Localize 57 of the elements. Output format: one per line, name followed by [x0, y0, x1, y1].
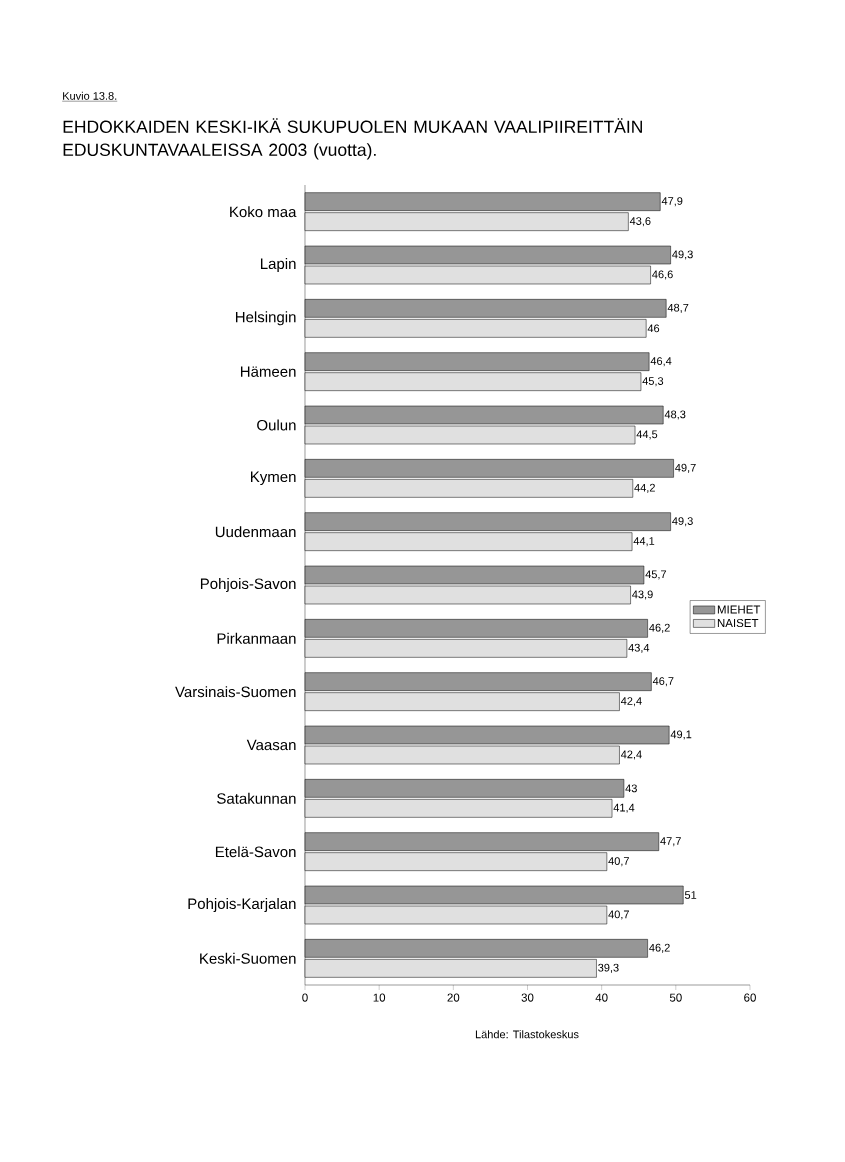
data-label: 48,7	[667, 303, 689, 313]
x-tick-label: 0	[302, 993, 308, 1002]
data-label: 49,3	[672, 517, 693, 527]
data-label: 46,2	[649, 623, 670, 633]
legend-label: MIEHET	[717, 605, 761, 614]
data-label: 43,4	[628, 643, 650, 653]
y-tick-label: Varsinais-Suomen	[175, 686, 296, 698]
data-label: 46	[647, 324, 660, 333]
x-tick-label: 30	[521, 993, 534, 1002]
y-tick-label: Satakunnan	[217, 792, 296, 804]
data-label: 40,7	[608, 910, 629, 920]
x-tick-label: 20	[447, 993, 460, 1002]
text: Lähde: Tilastokeskus	[475, 1030, 579, 1039]
data-label: 46,4	[650, 357, 672, 367]
y-tick-label: Oulun	[257, 419, 296, 431]
data-label: 41,4	[613, 803, 635, 813]
y-tick-label: Keski-Suomen	[200, 952, 296, 964]
y-tick-label: Koko maa	[230, 206, 297, 218]
data-label: 48,3	[664, 410, 686, 420]
legend-label: NAISET	[717, 618, 759, 628]
data-label: 45,7	[645, 570, 667, 580]
data-label: 46,7	[652, 677, 674, 687]
x-tick-label: 60	[744, 993, 756, 1002]
y-tick-label: Vaasan	[246, 739, 296, 751]
data-label: 43,6	[629, 217, 651, 227]
y-tick-label: Pirkanmaan	[217, 632, 296, 644]
y-tick-label: Uudenmaan	[215, 526, 296, 538]
x-tick-label: 40	[595, 993, 608, 1002]
data-label: 42,4	[620, 697, 642, 707]
y-tick-label: Helsingin	[235, 311, 296, 326]
data-label: 43,9	[632, 590, 653, 600]
data-label: 40,7	[608, 857, 629, 867]
data-label: 45,3	[642, 377, 664, 387]
y-tick-label: Lapin	[260, 258, 296, 272]
data-label: 51	[684, 891, 697, 899]
chart-title: EHDOKKAIDEN KESKI-IKÄ SUKUPUOLEN MUKAAN VAALIPIIREITTÄIN EDUSKUNTAVAALEISSA 2003 (vuotta).	[63, 118, 642, 160]
data-label: 44,2	[634, 483, 655, 493]
data-label: 49,7	[675, 463, 696, 473]
data-label: 49,1	[670, 730, 692, 740]
data-label: 42,4	[620, 750, 642, 760]
y-tick-label: Pohjois-Karjalan	[188, 898, 296, 912]
data-label: 47,9	[661, 197, 683, 207]
data-label: 46,2	[649, 943, 670, 953]
data-label: 47,7	[660, 837, 681, 847]
data-label: 44,1	[633, 537, 655, 547]
data-label: 39,3	[598, 963, 619, 973]
y-tick-label: Pohjois-Savon	[200, 578, 296, 592]
data-label: 43	[625, 784, 637, 793]
data-label: 46,6	[652, 270, 673, 280]
y-tick-label: Kymen	[251, 471, 296, 486]
text: Kuvio 13.8.	[63, 91, 117, 100]
data-label: 44,5	[636, 430, 658, 440]
y-tick-label: Hämeen	[240, 366, 296, 377]
y-tick-label: Etelä-Savon	[215, 846, 296, 858]
x-tick-label: 50	[669, 993, 682, 1002]
data-label: 49,3	[672, 250, 693, 260]
x-tick-label: 10	[373, 993, 386, 1002]
